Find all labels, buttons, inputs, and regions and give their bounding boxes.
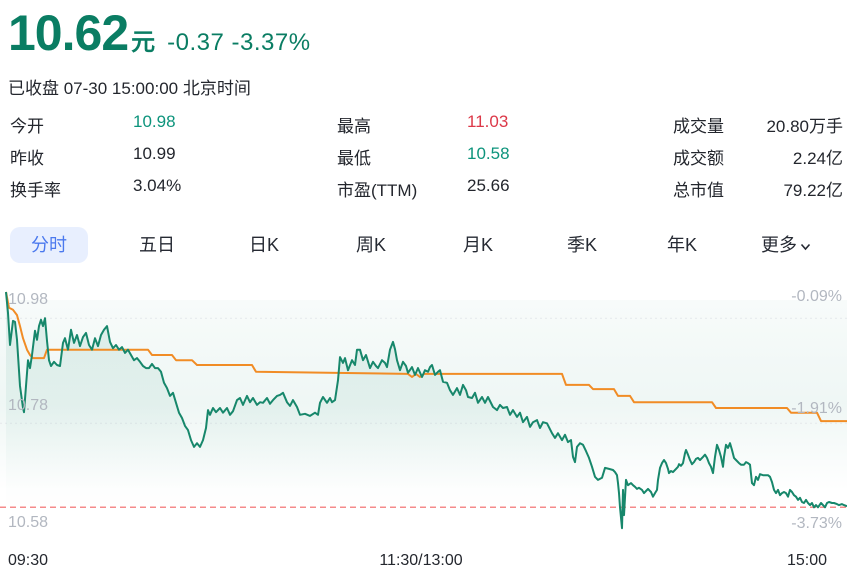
tab-5day[interactable]: 五日 <box>139 235 175 255</box>
tab-quarterly-k[interactable]: 季K <box>566 235 598 255</box>
stat-value-amount: 2.24亿 <box>792 149 843 168</box>
stat-label-open: 今开 <box>10 117 44 136</box>
stat-value-pe-ttm: 25.66 <box>467 176 510 195</box>
current-price: 10.62 <box>8 5 129 61</box>
chevron-down-icon <box>800 230 811 260</box>
y-label-pct-high: -0.09% <box>791 288 842 305</box>
tab-monthly-k[interactable]: 月K <box>462 235 494 255</box>
price-header: 10.62 元 -0.37 -3.37% <box>8 4 311 62</box>
x-label-close-time: 15:00 <box>786 552 827 569</box>
y-label-price-high: 10.98 <box>8 291 49 308</box>
stat-value-turnover-rate: 3.04% <box>133 176 182 195</box>
stat-label-low: 最低 <box>337 149 371 168</box>
stat-value-prev-close: 10.99 <box>133 144 176 163</box>
stat-value-low: 10.58 <box>467 144 510 163</box>
y-label-price-mid: 10.78 <box>8 397 49 414</box>
tab-weekly-k[interactable]: 周K <box>355 235 387 255</box>
tab-daily-k[interactable]: 日K <box>248 235 280 255</box>
stat-label-high: 最高 <box>337 117 371 136</box>
tab-more[interactable]: 更多 <box>761 230 811 260</box>
price-line <box>5 291 847 530</box>
stat-value-volume: 20.80万手 <box>766 117 843 136</box>
y-label-pct-mid: -1.91% <box>791 400 842 417</box>
tab-yearly-k[interactable]: 年K <box>666 235 698 255</box>
stat-value-high: 11.03 <box>467 112 509 131</box>
stat-label-volume: 成交量 <box>673 117 724 136</box>
stat-label-prev-close: 昨收 <box>10 149 44 168</box>
price-change: -0.37 -3.37% <box>167 29 311 56</box>
currency-unit: 元 <box>131 29 156 56</box>
price-area-fill <box>6 292 847 540</box>
y-label-price-low: 10.58 <box>8 514 49 531</box>
stat-value-open: 10.98 <box>133 112 176 131</box>
stat-label-turnover-rate: 换手率 <box>10 181 61 200</box>
stat-label-amount: 成交额 <box>673 149 724 168</box>
intraday-chart <box>0 291 847 540</box>
x-label-open-time: 09:30 <box>8 552 49 569</box>
market-status: 已收盘 07-30 15:00:00 北京时间 <box>8 79 251 98</box>
avg-price-line <box>5 291 847 423</box>
y-label-pct-low: -3.73% <box>791 515 842 532</box>
tab-more-label: 更多 <box>761 235 797 255</box>
x-label-midday: 11:30/13:00 <box>379 552 463 569</box>
stat-label-market-cap: 总市值 <box>673 181 724 200</box>
stat-label-pe-ttm: 市盈(TTM) <box>337 181 418 200</box>
tab-intraday[interactable]: 分时 <box>10 227 88 263</box>
stat-value-market-cap: 79.22亿 <box>783 181 843 200</box>
